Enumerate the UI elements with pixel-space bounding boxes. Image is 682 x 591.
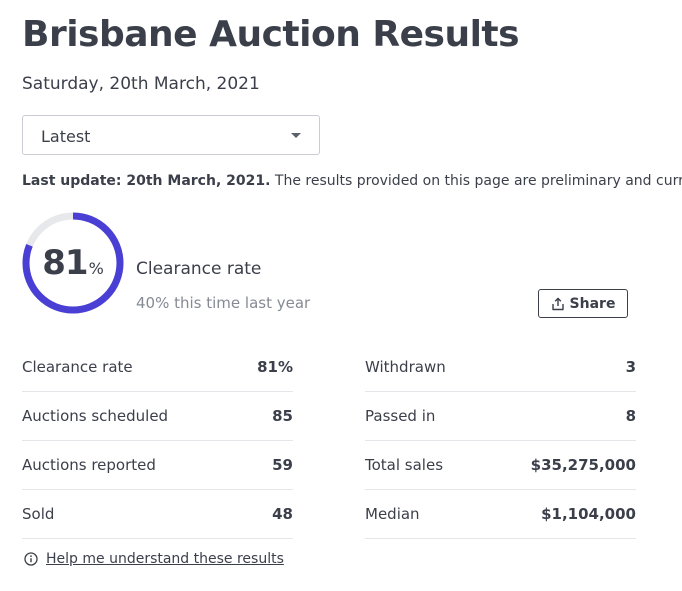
clearance-rate-comparison: 40% this time last year	[136, 294, 311, 312]
chevron-down-icon	[291, 133, 301, 138]
stat-value: $1,104,000	[541, 505, 636, 523]
clearance-rate-ring	[22, 212, 124, 314]
page-title: Brisbane Auction Results	[22, 14, 520, 55]
last-update-label: Last update: 20th March, 2021.	[22, 173, 271, 189]
stat-value: 59	[272, 456, 293, 474]
stat-label: Withdrawn	[365, 358, 446, 376]
stat-row-withdrawn: Withdrawn 3	[365, 343, 636, 392]
stat-label: Passed in	[365, 407, 436, 425]
stat-label: Clearance rate	[22, 358, 133, 376]
stat-label: Auctions reported	[22, 456, 156, 474]
stat-row-total-sales: Total sales $35,275,000	[365, 441, 636, 490]
info-icon	[24, 552, 38, 566]
clearance-rate-value: 81	[42, 243, 88, 283]
stat-value: 81%	[257, 358, 293, 376]
stat-label: Auctions scheduled	[22, 407, 169, 425]
ring-progress	[22, 212, 124, 314]
clearance-rate-label: Clearance rate	[136, 259, 262, 279]
last-update-notice: Last update: 20th March, 2021. The resul…	[22, 173, 682, 189]
share-button-label: Share	[569, 295, 616, 312]
clearance-rate-ring-text: 81 %	[22, 212, 124, 314]
stat-row-sold: Sold 48	[22, 490, 293, 539]
help-link-label: Help me understand these results	[46, 551, 284, 567]
clearance-rate-unit: %	[88, 258, 104, 278]
stat-value: 8	[625, 407, 636, 425]
stats-column-right: Withdrawn 3 Passed in 8 Total sales $35,…	[365, 343, 636, 539]
stat-value: 85	[272, 407, 293, 425]
share-button[interactable]: Share	[538, 289, 628, 318]
results-period-select[interactable]: Latest	[22, 115, 320, 155]
stat-label: Median	[365, 505, 420, 523]
last-update-text: The results provided on this page are pr…	[270, 173, 682, 189]
stat-row-clearance-rate: Clearance rate 81%	[22, 343, 293, 392]
auction-date: Saturday, 20th March, 2021	[22, 74, 260, 94]
stat-value: $35,275,000	[530, 456, 636, 474]
stat-value: 48	[272, 505, 293, 523]
share-icon	[551, 297, 564, 310]
stat-row-auctions-reported: Auctions reported 59	[22, 441, 293, 490]
help-link[interactable]: Help me understand these results	[24, 551, 284, 567]
stat-row-passed-in: Passed in 8	[365, 392, 636, 441]
stat-value: 3	[625, 358, 636, 376]
results-period-selected: Latest	[41, 127, 91, 146]
stat-label: Sold	[22, 505, 55, 523]
stat-label: Total sales	[365, 456, 444, 474]
stat-row-auctions-scheduled: Auctions scheduled 85	[22, 392, 293, 441]
stat-row-median: Median $1,104,000	[365, 490, 636, 539]
stats-column-left: Clearance rate 81% Auctions scheduled 85…	[22, 343, 293, 539]
